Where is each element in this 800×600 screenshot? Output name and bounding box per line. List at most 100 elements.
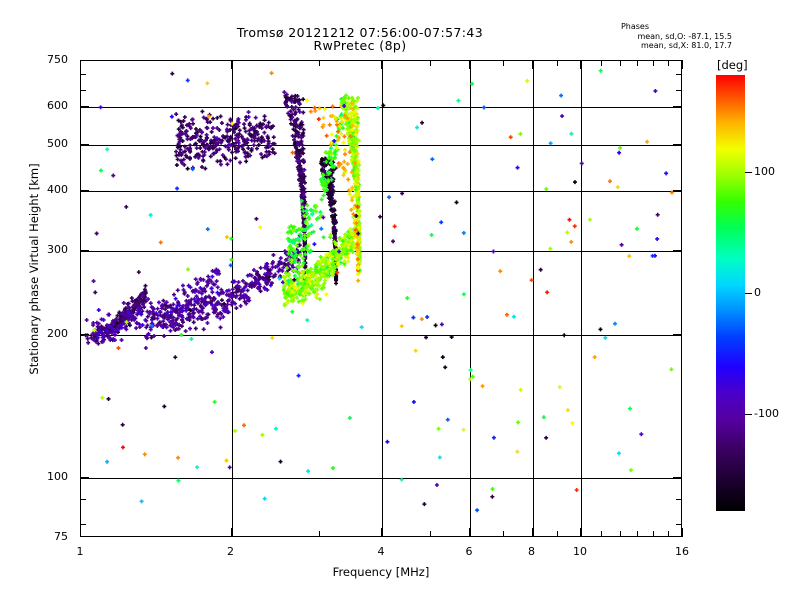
data-point — [158, 310, 163, 315]
data-point — [300, 263, 305, 268]
data-point — [179, 124, 184, 129]
data-point — [300, 205, 305, 210]
data-point — [317, 297, 322, 302]
data-point — [301, 209, 306, 214]
data-point — [572, 180, 577, 185]
data-point — [212, 399, 217, 404]
data-point — [115, 321, 120, 326]
data-point — [316, 117, 321, 122]
data-point — [328, 160, 333, 165]
data-point — [201, 154, 206, 159]
data-point — [241, 423, 246, 428]
gridline-horizontal — [81, 250, 681, 252]
data-point — [302, 213, 307, 218]
data-point — [191, 121, 196, 126]
data-point — [101, 332, 106, 337]
data-point — [260, 155, 265, 160]
data-point — [322, 278, 327, 283]
data-point — [588, 217, 592, 222]
data-point — [329, 152, 334, 157]
data-point — [225, 302, 230, 307]
data-point — [191, 320, 196, 325]
data-point — [329, 140, 334, 145]
y-axis-tick-label: 200 — [47, 326, 68, 340]
data-point — [356, 189, 361, 194]
data-point — [277, 261, 282, 266]
data-point — [349, 188, 354, 193]
data-point — [330, 208, 335, 213]
data-point — [193, 154, 198, 159]
data-point — [193, 277, 198, 282]
data-point — [120, 445, 125, 450]
data-point — [246, 110, 251, 115]
data-point — [592, 355, 597, 360]
data-point — [148, 213, 153, 218]
data-point — [323, 181, 328, 186]
data-point — [218, 114, 223, 119]
data-point — [198, 303, 203, 308]
data-point — [439, 322, 444, 327]
data-point — [96, 341, 101, 346]
data-point — [290, 240, 295, 245]
data-point — [248, 133, 253, 138]
data-point — [345, 132, 350, 137]
data-point — [280, 268, 285, 273]
data-point — [216, 268, 221, 273]
data-point — [203, 166, 208, 171]
data-point — [627, 254, 632, 259]
x-axis-tick — [580, 60, 581, 69]
data-point — [178, 147, 183, 152]
data-point — [299, 198, 304, 203]
data-point — [314, 217, 319, 222]
y-axis-tick — [80, 74, 86, 76]
data-point — [353, 203, 358, 208]
data-point — [233, 428, 238, 433]
data-point — [235, 132, 240, 137]
data-point — [454, 200, 459, 205]
data-point — [240, 278, 245, 283]
data-point — [211, 306, 216, 311]
data-point — [324, 159, 329, 164]
data-point — [301, 193, 306, 198]
data-point — [356, 278, 361, 283]
data-point — [301, 256, 306, 261]
y-axis-tick-label: 500 — [47, 137, 68, 150]
data-point — [268, 283, 273, 288]
data-point — [461, 292, 466, 297]
data-point — [339, 116, 344, 121]
data-point — [98, 105, 103, 110]
data-point — [653, 88, 658, 93]
data-point — [257, 284, 262, 289]
data-point — [215, 126, 220, 131]
data-point — [258, 265, 263, 270]
data-point — [504, 312, 509, 317]
data-point — [217, 128, 222, 133]
data-point — [296, 140, 301, 145]
data-point — [291, 228, 296, 233]
data-point — [239, 144, 244, 149]
data-point — [327, 269, 332, 274]
data-point — [292, 260, 297, 265]
data-point — [105, 459, 110, 464]
gridline-horizontal — [81, 145, 681, 146]
data-point — [196, 296, 201, 301]
data-point — [314, 209, 319, 214]
data-point — [168, 328, 173, 333]
data-point — [305, 318, 310, 323]
data-point — [569, 239, 574, 244]
data-point — [206, 146, 211, 151]
data-point — [162, 322, 167, 327]
data-point — [180, 315, 185, 320]
data-point — [243, 129, 248, 134]
data-point — [131, 307, 136, 312]
colorbar: [deg] -100 0 100 — [716, 59, 800, 511]
colorbar-tick — [745, 171, 752, 173]
data-point — [297, 290, 302, 295]
data-point — [210, 268, 215, 273]
data-point — [338, 162, 343, 167]
data-point — [208, 120, 213, 125]
data-point — [347, 113, 352, 118]
data-point — [117, 310, 122, 315]
data-point — [294, 243, 299, 248]
data-point — [232, 144, 237, 149]
